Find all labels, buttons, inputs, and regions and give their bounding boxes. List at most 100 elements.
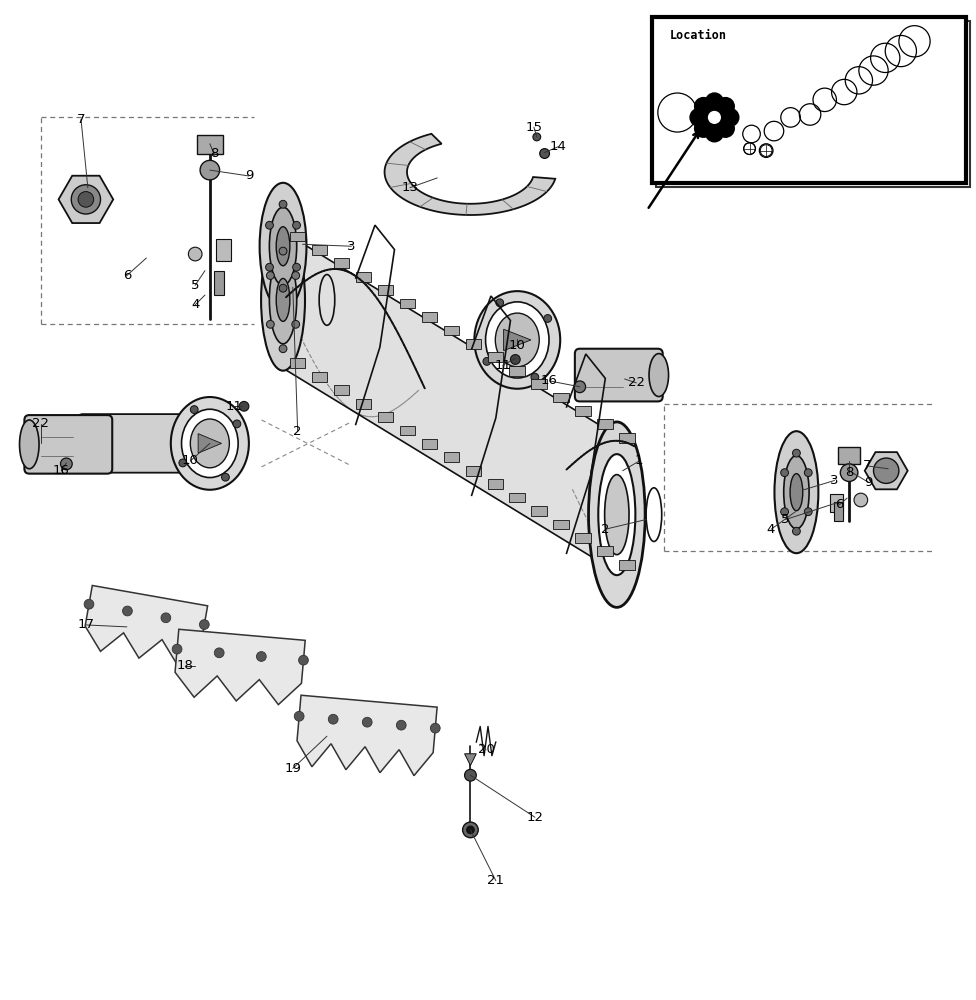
Circle shape bbox=[84, 599, 94, 609]
Bar bbox=[312, 372, 328, 382]
FancyBboxPatch shape bbox=[77, 414, 214, 473]
Bar bbox=[312, 245, 328, 255]
Bar bbox=[444, 326, 460, 335]
Ellipse shape bbox=[276, 227, 290, 266]
Circle shape bbox=[793, 527, 800, 535]
Circle shape bbox=[123, 606, 133, 616]
Bar bbox=[466, 339, 481, 349]
Text: 2: 2 bbox=[294, 425, 302, 438]
Ellipse shape bbox=[171, 397, 249, 490]
Bar bbox=[422, 312, 437, 322]
Ellipse shape bbox=[604, 475, 630, 555]
Text: 19: 19 bbox=[284, 762, 302, 775]
Circle shape bbox=[483, 358, 491, 365]
Circle shape bbox=[430, 723, 440, 733]
Circle shape bbox=[328, 714, 338, 724]
Text: Location: Location bbox=[670, 29, 726, 42]
Text: 9: 9 bbox=[245, 169, 253, 182]
Text: 17: 17 bbox=[77, 618, 95, 631]
Circle shape bbox=[704, 107, 725, 128]
FancyBboxPatch shape bbox=[197, 135, 223, 154]
Bar bbox=[834, 502, 843, 521]
Circle shape bbox=[61, 458, 72, 470]
Ellipse shape bbox=[182, 409, 238, 478]
Polygon shape bbox=[198, 434, 222, 453]
Ellipse shape bbox=[790, 474, 802, 511]
Bar bbox=[487, 479, 504, 489]
Polygon shape bbox=[175, 629, 305, 705]
Circle shape bbox=[188, 247, 202, 261]
Text: 3: 3 bbox=[347, 240, 355, 253]
Bar bbox=[444, 452, 460, 462]
Circle shape bbox=[293, 221, 301, 229]
Bar bbox=[509, 493, 525, 502]
Circle shape bbox=[292, 320, 300, 328]
Circle shape bbox=[215, 648, 224, 658]
Text: 6: 6 bbox=[123, 269, 131, 282]
Circle shape bbox=[533, 133, 541, 141]
Polygon shape bbox=[465, 754, 476, 765]
Circle shape bbox=[292, 272, 300, 279]
Text: 15: 15 bbox=[525, 121, 543, 134]
Bar bbox=[619, 560, 634, 570]
Text: 18: 18 bbox=[177, 659, 194, 672]
Circle shape bbox=[279, 247, 287, 255]
Text: 10: 10 bbox=[508, 339, 526, 352]
Circle shape bbox=[396, 720, 406, 730]
Circle shape bbox=[467, 826, 474, 834]
Ellipse shape bbox=[260, 183, 306, 310]
Polygon shape bbox=[283, 232, 634, 583]
Text: 22: 22 bbox=[32, 417, 50, 430]
Circle shape bbox=[266, 272, 274, 279]
Circle shape bbox=[496, 299, 504, 307]
Circle shape bbox=[172, 644, 182, 654]
Text: 2: 2 bbox=[601, 523, 609, 536]
Bar bbox=[553, 520, 569, 529]
Text: 7: 7 bbox=[77, 113, 85, 126]
Bar bbox=[466, 466, 481, 476]
Circle shape bbox=[362, 717, 372, 727]
Bar bbox=[356, 399, 372, 408]
Text: 16: 16 bbox=[53, 464, 70, 477]
Bar bbox=[656, 21, 970, 187]
Bar bbox=[334, 258, 349, 268]
Circle shape bbox=[706, 93, 723, 111]
Circle shape bbox=[279, 284, 287, 292]
Bar bbox=[214, 271, 224, 295]
Bar bbox=[400, 426, 416, 435]
Ellipse shape bbox=[20, 420, 39, 469]
Circle shape bbox=[706, 124, 723, 142]
Circle shape bbox=[200, 160, 220, 180]
Polygon shape bbox=[59, 176, 113, 223]
Circle shape bbox=[265, 221, 273, 229]
Bar bbox=[576, 533, 591, 543]
Bar bbox=[487, 352, 504, 362]
Bar bbox=[290, 358, 305, 368]
Polygon shape bbox=[385, 134, 555, 215]
Circle shape bbox=[279, 200, 287, 208]
FancyBboxPatch shape bbox=[575, 349, 663, 401]
Circle shape bbox=[840, 464, 858, 481]
Bar bbox=[400, 299, 416, 308]
Text: 7: 7 bbox=[863, 459, 871, 472]
Ellipse shape bbox=[775, 431, 818, 553]
Bar bbox=[356, 272, 372, 282]
Bar bbox=[830, 494, 843, 512]
Bar bbox=[553, 393, 569, 402]
Circle shape bbox=[190, 406, 198, 413]
Ellipse shape bbox=[261, 229, 305, 371]
Circle shape bbox=[544, 315, 551, 322]
Text: 3: 3 bbox=[831, 474, 838, 487]
Text: 5: 5 bbox=[782, 513, 790, 526]
Circle shape bbox=[781, 469, 789, 477]
Text: 22: 22 bbox=[628, 376, 645, 389]
Ellipse shape bbox=[474, 291, 560, 389]
Polygon shape bbox=[297, 695, 437, 776]
Ellipse shape bbox=[269, 256, 297, 344]
Ellipse shape bbox=[485, 302, 549, 378]
Bar bbox=[597, 546, 613, 556]
Text: 8: 8 bbox=[845, 466, 853, 479]
Circle shape bbox=[781, 508, 789, 516]
Circle shape bbox=[716, 120, 734, 137]
Text: 13: 13 bbox=[401, 181, 419, 194]
